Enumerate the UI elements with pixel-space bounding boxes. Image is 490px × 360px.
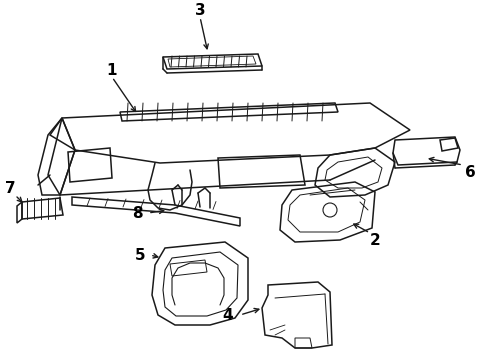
Text: 5: 5 <box>135 248 146 262</box>
Text: 7: 7 <box>5 180 15 195</box>
Text: 4: 4 <box>222 307 233 323</box>
Text: 1: 1 <box>107 63 117 77</box>
Text: 3: 3 <box>195 3 205 18</box>
Text: 8: 8 <box>132 206 142 220</box>
Text: 6: 6 <box>465 165 475 180</box>
Text: 2: 2 <box>369 233 380 248</box>
